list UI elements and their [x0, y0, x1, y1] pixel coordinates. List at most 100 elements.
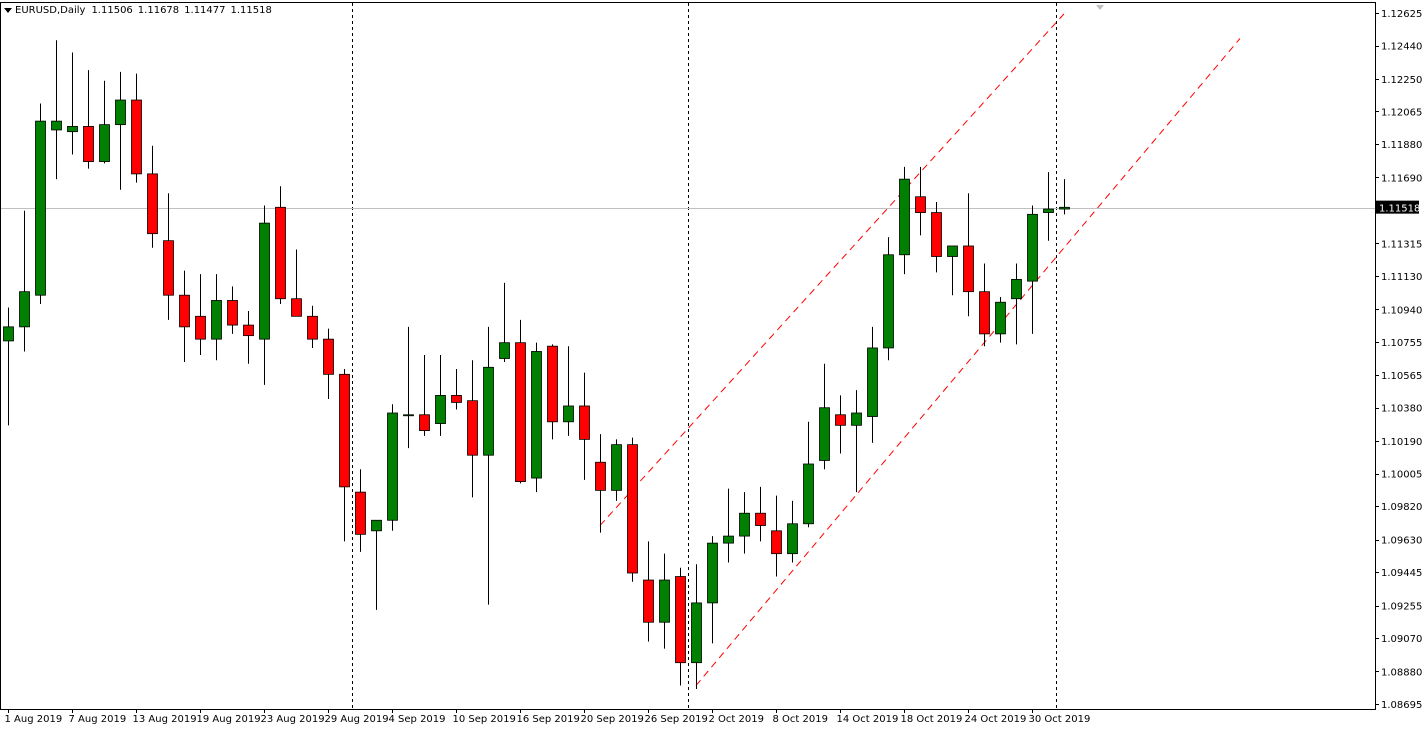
candle[interactable] — [547, 344, 558, 440]
candle[interactable] — [19, 210, 30, 352]
period-separators — [352, 3, 1057, 709]
candle[interactable] — [675, 567, 686, 686]
candle[interactable] — [435, 354, 446, 436]
bull-candle-body — [259, 222, 270, 340]
candle[interactable] — [995, 296, 1006, 343]
candle[interactable] — [451, 369, 462, 410]
candle[interactable] — [579, 372, 590, 480]
price-axis[interactable]: 1.12625 1.12440 1.12250 1.12065 1.11880 1.116… — [1375, 9, 1422, 711]
channel-lines[interactable] — [599, 13, 1241, 686]
candle[interactable] — [243, 311, 254, 364]
candle[interactable] — [515, 319, 526, 484]
candle[interactable] — [179, 270, 190, 363]
candle[interactable] — [691, 564, 702, 690]
candle[interactable] — [963, 193, 974, 317]
candle[interactable] — [787, 500, 798, 563]
candle[interactable] — [771, 495, 782, 577]
bear-candle-body — [915, 196, 926, 213]
candle[interactable] — [755, 486, 766, 542]
candle[interactable] — [195, 274, 206, 355]
low-value: 1.11477 — [184, 5, 226, 16]
bull-candle-body — [35, 120, 46, 296]
candle[interactable] — [595, 434, 606, 533]
current-price-label: 1.11518 — [1379, 204, 1420, 215]
candle[interactable] — [307, 305, 318, 348]
bear-candle-body — [467, 400, 478, 456]
candle[interactable] — [419, 354, 430, 436]
candle[interactable] — [1011, 263, 1022, 345]
candle[interactable] — [115, 71, 126, 190]
candle[interactable] — [1043, 172, 1054, 241]
candle[interactable] — [275, 186, 286, 304]
candle[interactable] — [867, 326, 878, 443]
candle[interactable] — [67, 52, 78, 155]
candle[interactable] — [387, 404, 398, 531]
candle[interactable] — [979, 263, 990, 347]
candle[interactable] — [643, 541, 654, 642]
price-tick-label: 1.09820 — [1381, 502, 1422, 513]
candle[interactable] — [835, 395, 846, 454]
candle[interactable] — [163, 193, 174, 320]
bear-candle-body — [675, 576, 686, 664]
candle[interactable] — [915, 166, 926, 236]
candle[interactable] — [99, 80, 110, 164]
candle[interactable] — [819, 363, 830, 470]
candle[interactable] — [1059, 179, 1070, 215]
candle[interactable] — [35, 103, 46, 304]
candle[interactable] — [627, 437, 638, 582]
candle[interactable] — [739, 492, 750, 554]
candle[interactable] — [803, 421, 814, 528]
candle[interactable] — [259, 205, 270, 385]
candle[interactable] — [211, 274, 222, 361]
candle[interactable] — [659, 553, 670, 649]
candle[interactable] — [131, 73, 142, 183]
bull-candle-body — [51, 120, 62, 131]
bull-candle-body — [851, 412, 862, 426]
bull-candle-body — [403, 414, 414, 417]
candle[interactable] — [947, 245, 958, 296]
candle[interactable] — [355, 469, 366, 552]
bull-candle-body — [499, 342, 510, 359]
bear-candle-body — [147, 173, 158, 235]
candle[interactable] — [931, 202, 942, 273]
price-tick-label: 1.10565 — [1381, 371, 1422, 382]
time-tick-label: 20 Sep 2019 — [581, 714, 644, 725]
bull-candle-body — [899, 178, 910, 256]
candle[interactable] — [611, 439, 622, 501]
price-tick-label: 1.10190 — [1381, 437, 1422, 448]
candle[interactable] — [339, 369, 350, 542]
candle[interactable] — [851, 390, 862, 493]
chart-shift-marker-icon[interactable] — [1096, 5, 1104, 10]
candle[interactable] — [563, 346, 574, 436]
candle[interactable] — [371, 519, 382, 610]
time-tick-label: 30 Oct 2019 — [1029, 714, 1091, 725]
candle[interactable] — [403, 326, 414, 449]
candle[interactable] — [1027, 205, 1038, 334]
price-tick-label: 1.11315 — [1381, 239, 1422, 250]
candle[interactable] — [531, 342, 542, 493]
bull-candle-body — [387, 412, 398, 521]
candle[interactable] — [291, 249, 302, 317]
time-axis[interactable]: 1 Aug 2019 7 Aug 2019 13 Aug 2019 19 Aug 20… — [5, 709, 1091, 725]
candle[interactable] — [227, 286, 238, 334]
candle[interactable] — [899, 166, 910, 275]
price-tick-label: 1.12250 — [1381, 75, 1422, 86]
candle[interactable] — [499, 282, 510, 363]
collapse-triangle-icon[interactable] — [4, 8, 12, 13]
candle[interactable] — [723, 488, 734, 563]
channel-trend-line[interactable] — [695, 38, 1241, 686]
candle[interactable] — [483, 326, 494, 605]
candle[interactable] — [83, 70, 94, 169]
candle[interactable] — [323, 328, 334, 399]
candle[interactable] — [147, 145, 158, 248]
candle[interactable] — [467, 360, 478, 498]
candle[interactable] — [883, 237, 894, 361]
candle[interactable] — [51, 40, 62, 180]
bull-candle-body — [691, 602, 702, 664]
candle[interactable] — [707, 536, 718, 644]
bear-candle-body — [931, 212, 942, 257]
current-price-tag[interactable]: 1.11518 — [1376, 200, 1420, 215]
candle[interactable] — [3, 307, 14, 426]
